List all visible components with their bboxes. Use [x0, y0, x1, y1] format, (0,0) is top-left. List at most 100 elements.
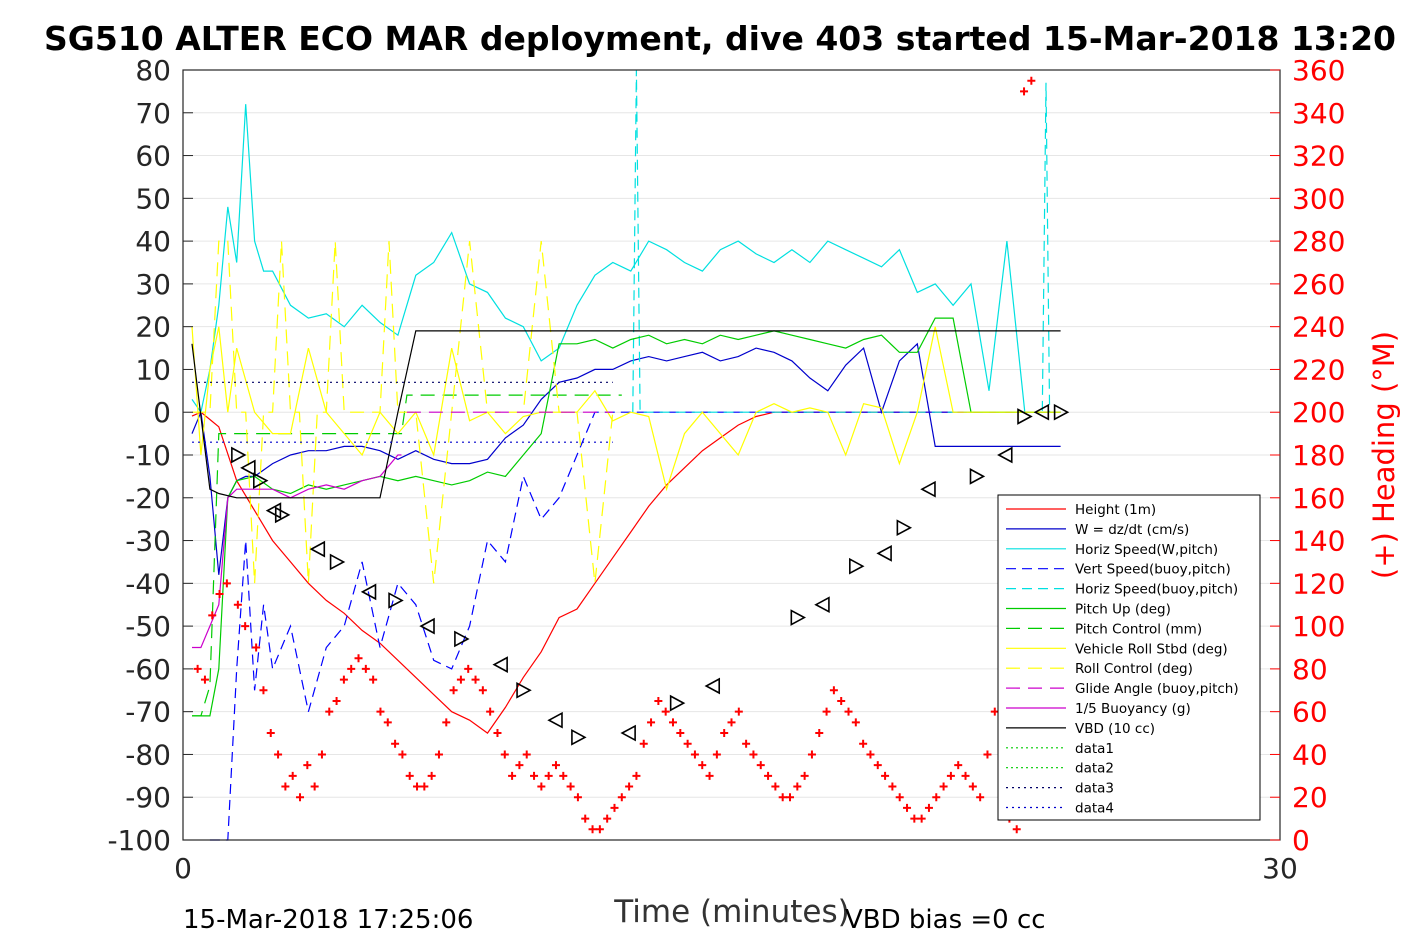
heading-marker — [859, 739, 868, 748]
height-marker — [790, 609, 807, 626]
heading-marker — [917, 814, 926, 823]
heading-marker — [434, 750, 443, 759]
heading-marker — [464, 664, 473, 673]
y-tick-label: -10 — [125, 439, 171, 472]
heading-marker — [317, 750, 326, 759]
heading-marker — [508, 771, 517, 780]
y-tick-label: -90 — [125, 781, 171, 814]
heading-marker — [625, 782, 634, 791]
heading-marker — [668, 718, 677, 727]
legend-entry: Height (1m) — [1075, 502, 1156, 518]
legend-entry: Glide Angle (buoy,pitch) — [1075, 681, 1239, 697]
heading-marker — [208, 611, 217, 620]
heading-marker — [771, 782, 780, 791]
heading-marker — [968, 782, 977, 791]
heading-marker — [281, 782, 290, 791]
heading-marker — [924, 803, 933, 812]
heading-marker — [259, 686, 268, 695]
heading-marker — [241, 622, 250, 631]
heading-marker — [442, 718, 451, 727]
y-right-tick-label: 320 — [1292, 140, 1345, 173]
legend: Height (1m) W = dz/dt (cm/s) Horiz Speed(W… — [997, 494, 1261, 821]
heading-marker — [698, 761, 707, 770]
y-tick-label: 30 — [135, 268, 171, 301]
y-tick-label: -20 — [125, 482, 171, 515]
heading-marker — [332, 696, 341, 705]
heading-marker — [932, 793, 941, 802]
heading-marker — [815, 729, 824, 738]
y-axis-right-label: (+) Heading (°M) — [1367, 331, 1401, 579]
heading-marker — [310, 782, 319, 791]
series-line-5 — [192, 317, 1061, 717]
y-right-tick-label: 120 — [1292, 567, 1345, 600]
heading-marker — [573, 793, 582, 802]
heading-marker — [749, 750, 758, 759]
heading-marker — [720, 729, 729, 738]
y-right-tick-label: 300 — [1292, 182, 1345, 215]
y-tick-label: 10 — [135, 353, 171, 386]
vbd-bias-footer: VBD bias =0 cc — [845, 905, 1046, 935]
heading-marker — [325, 707, 334, 716]
y-tick-label: 70 — [135, 97, 171, 130]
height-marker — [849, 557, 865, 575]
heading-marker — [478, 686, 487, 695]
heading-marker — [427, 771, 436, 780]
heading-marker — [756, 761, 765, 770]
heading-marker — [822, 707, 831, 716]
heading-marker — [742, 739, 751, 748]
heading-marker — [837, 696, 846, 705]
y-tick-label: -100 — [107, 824, 171, 857]
y-tick-label: -50 — [125, 610, 171, 643]
heading-marker — [581, 814, 590, 823]
heading-marker — [610, 803, 619, 812]
y-tick-label: -60 — [125, 653, 171, 686]
y-right-tick-label: 0 — [1292, 824, 1310, 857]
heading-marker — [383, 718, 392, 727]
heading-marker — [233, 600, 242, 609]
height-marker — [274, 506, 291, 524]
height-marker — [1033, 403, 1050, 421]
height-marker — [492, 656, 508, 673]
y-right-tick-label: 60 — [1292, 696, 1328, 729]
heading-marker — [727, 718, 736, 727]
heading-marker — [544, 771, 553, 780]
height-marker — [814, 596, 830, 614]
heading-marker — [449, 686, 458, 695]
heading-marker — [807, 750, 816, 759]
legend-entry: data4 — [1075, 801, 1114, 817]
heading-marker — [303, 761, 312, 770]
series-line-6 — [192, 394, 622, 717]
heading-marker — [1020, 87, 1029, 96]
heading-marker — [661, 707, 670, 716]
height-marker — [360, 583, 377, 601]
legend-entry: Horiz Speed(buoy,pitch) — [1075, 582, 1238, 598]
height-marker — [1053, 403, 1070, 421]
heading-marker — [493, 729, 502, 738]
y-tick-label: 40 — [135, 225, 171, 258]
heading-marker — [895, 793, 904, 802]
heading-marker — [413, 782, 422, 791]
heading-marker — [1012, 825, 1021, 834]
y-tick-label: -70 — [125, 696, 171, 729]
y-right-tick-label: 180 — [1292, 439, 1345, 472]
y-right-tick-label: 260 — [1292, 268, 1345, 301]
heading-marker — [654, 696, 663, 705]
y-right-tick-label: 140 — [1292, 525, 1345, 558]
legend-entry: Pitch Control (mm) — [1075, 621, 1202, 637]
heading-marker — [420, 782, 429, 791]
heading-marker — [866, 750, 875, 759]
heading-marker — [793, 782, 802, 791]
heading-marker — [632, 771, 641, 780]
heading-marker — [888, 782, 897, 791]
heading-marker — [266, 729, 275, 738]
legend-entry: Vehicle Roll Stbd (deg) — [1075, 641, 1228, 657]
legend-entry: VBD (10 cc) — [1075, 721, 1155, 737]
heading-marker — [603, 814, 612, 823]
heading-marker — [347, 664, 356, 673]
heading-marker — [690, 750, 699, 759]
heading-marker — [764, 771, 773, 780]
heading-marker — [559, 771, 568, 780]
heading-marker — [829, 686, 838, 695]
heading-marker — [376, 707, 385, 716]
